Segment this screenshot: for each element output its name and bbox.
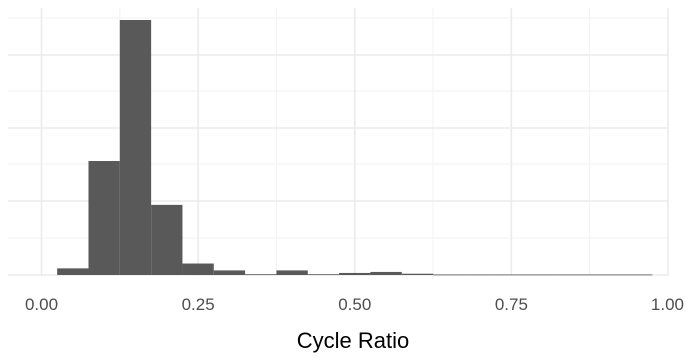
histogram-bar	[527, 274, 559, 276]
histogram-bar	[57, 268, 89, 275]
x-tick-label: 0.25	[182, 295, 215, 314]
x-axis-title: Cycle Ratio	[297, 328, 409, 353]
histogram-bar	[495, 274, 528, 276]
histogram-bar	[433, 274, 465, 276]
histogram-bar	[464, 274, 496, 276]
histogram-bar	[151, 204, 183, 275]
histogram-bar	[119, 20, 152, 275]
histogram-bar	[307, 274, 340, 276]
histogram-bar	[558, 274, 590, 276]
histogram-bar	[370, 271, 402, 275]
histogram-bars	[57, 20, 653, 276]
histogram-bar	[276, 270, 308, 275]
x-tick-labels: 0.00 0.25 0.50 0.75 1.00	[25, 295, 684, 314]
histogram-bar	[213, 270, 246, 275]
histogram-bar	[401, 273, 434, 275]
x-tick-label: 1.00	[651, 295, 684, 314]
x-tick-label: 0.00	[25, 295, 58, 314]
x-tick-label: 0.75	[495, 295, 528, 314]
histogram-bar	[245, 274, 277, 276]
histogram-bar	[621, 274, 653, 276]
x-tick-label: 0.50	[338, 295, 371, 314]
histogram-bar	[88, 161, 120, 275]
histogram-bar	[182, 263, 214, 275]
histogram-bar	[339, 272, 371, 275]
histogram-bar	[589, 274, 622, 276]
